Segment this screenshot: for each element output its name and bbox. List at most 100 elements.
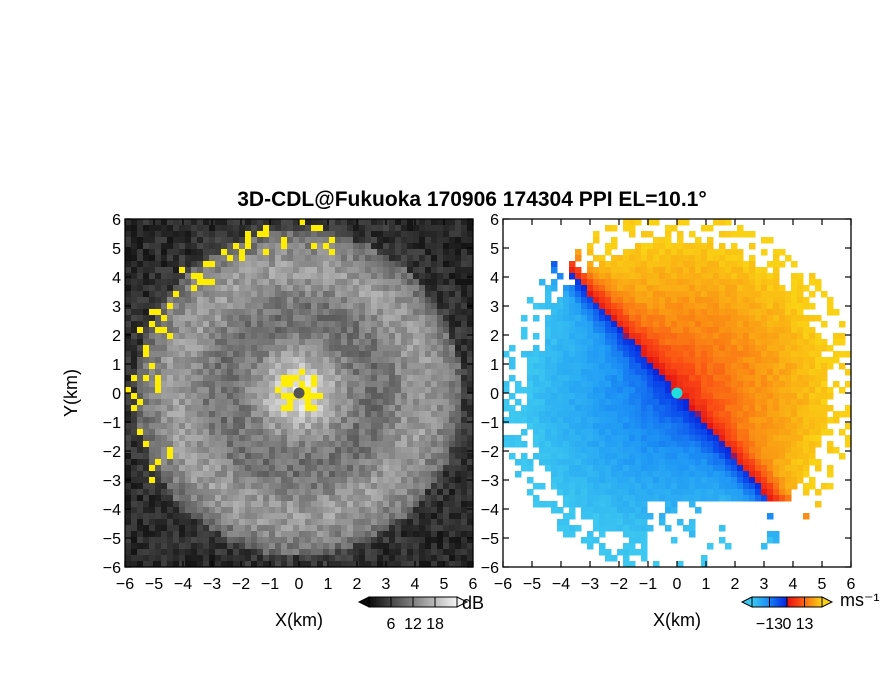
velocity-cell xyxy=(605,381,612,388)
reflectivity-cell xyxy=(323,483,330,490)
velocity-cell xyxy=(659,249,666,256)
reflectivity-cell xyxy=(179,363,186,370)
reflectivity-cell xyxy=(251,561,258,567)
reflectivity-cell xyxy=(149,513,156,520)
reflectivity-cell xyxy=(179,303,186,310)
velocity-cell xyxy=(659,351,666,358)
velocity-cell xyxy=(635,297,642,304)
reflectivity-cell xyxy=(287,327,294,334)
reflectivity-cell xyxy=(245,525,252,532)
reflectivity-cell xyxy=(191,537,198,544)
reflectivity-cell xyxy=(347,351,354,358)
reflectivity-cell xyxy=(383,435,390,442)
velocity-cell xyxy=(749,369,756,376)
reflectivity-cell xyxy=(341,357,348,364)
reflectivity-cell xyxy=(377,219,384,226)
reflectivity-cell xyxy=(425,267,432,274)
reflectivity-cell xyxy=(281,405,288,412)
x-tick-label: −1 xyxy=(261,576,279,593)
reflectivity-cell xyxy=(185,345,192,352)
reflectivity-cell xyxy=(383,321,390,328)
reflectivity-cell xyxy=(161,477,168,484)
reflectivity-cell xyxy=(173,339,180,346)
reflectivity-cell xyxy=(209,489,216,496)
reflectivity-cell xyxy=(125,423,132,430)
reflectivity-cell xyxy=(185,399,192,406)
reflectivity-cell xyxy=(461,507,468,514)
x-tick-label: −4 xyxy=(174,576,192,593)
velocity-cell xyxy=(755,321,762,328)
reflectivity-cell xyxy=(365,525,372,532)
reflectivity-cell xyxy=(419,399,426,406)
reflectivity-cell xyxy=(155,285,162,292)
velocity-cell xyxy=(701,297,708,304)
reflectivity-cell xyxy=(125,321,132,328)
reflectivity-cell xyxy=(347,315,354,322)
reflectivity-cell xyxy=(137,453,144,460)
velocity-cell xyxy=(629,261,636,268)
colorbar-segment xyxy=(408,597,412,607)
reflectivity-cell xyxy=(155,423,162,430)
reflectivity-cell xyxy=(239,483,246,490)
reflectivity-cell xyxy=(233,333,240,340)
reflectivity-cell xyxy=(131,339,138,346)
reflectivity-cell xyxy=(467,219,473,226)
reflectivity-cell xyxy=(221,273,228,280)
reflectivity-cell xyxy=(191,405,198,412)
velocity-cell xyxy=(797,297,804,304)
reflectivity-cell xyxy=(233,261,240,268)
reflectivity-cell xyxy=(185,561,192,567)
velocity-cell xyxy=(701,351,708,358)
velocity-cell xyxy=(659,339,666,346)
reflectivity-cell xyxy=(335,483,342,490)
velocity-cell xyxy=(737,297,744,304)
reflectivity-cell xyxy=(395,285,402,292)
reflectivity-cell xyxy=(173,429,180,436)
velocity-cell xyxy=(815,381,822,388)
velocity-cell xyxy=(731,363,738,370)
reflectivity-cell xyxy=(467,465,473,472)
reflectivity-cell xyxy=(137,501,144,508)
reflectivity-cell xyxy=(221,339,228,346)
colorbar-segment xyxy=(441,597,445,607)
reflectivity-cell xyxy=(395,531,402,538)
reflectivity-cell xyxy=(281,513,288,520)
reflectivity-cell xyxy=(149,339,156,346)
reflectivity-cell xyxy=(341,531,348,538)
reflectivity-cell xyxy=(149,525,156,532)
reflectivity-cell xyxy=(173,411,180,418)
reflectivity-cell xyxy=(347,471,354,478)
reflectivity-cell xyxy=(245,267,252,274)
reflectivity-cell xyxy=(407,393,414,400)
reflectivity-cell xyxy=(287,423,294,430)
reflectivity-cell xyxy=(209,549,216,556)
velocity-cell xyxy=(701,225,708,232)
reflectivity-cell xyxy=(179,231,186,238)
velocity-cell xyxy=(731,357,738,364)
reflectivity-cell xyxy=(419,489,426,496)
reflectivity-cell xyxy=(155,327,162,334)
reflectivity-cell xyxy=(323,303,330,310)
velocity-cell xyxy=(653,255,660,262)
reflectivity-cell xyxy=(311,237,318,244)
velocity-cell xyxy=(617,405,624,412)
reflectivity-cell xyxy=(431,411,438,418)
reflectivity-cell xyxy=(419,369,426,376)
velocity-cell xyxy=(791,369,798,376)
reflectivity-cell xyxy=(413,309,420,316)
velocity-cell xyxy=(653,357,660,364)
reflectivity-cell xyxy=(317,495,324,502)
reflectivity-cell xyxy=(305,381,312,388)
colorbar-segment xyxy=(404,597,407,607)
velocity-cell xyxy=(719,399,726,406)
velocity-cell xyxy=(665,363,672,370)
reflectivity-cell xyxy=(269,273,276,280)
reflectivity-cell xyxy=(461,357,468,364)
reflectivity-cell xyxy=(431,315,438,322)
reflectivity-cell xyxy=(461,321,468,328)
velocity-cell xyxy=(623,261,630,268)
reflectivity-cell xyxy=(191,441,198,448)
reflectivity-cell xyxy=(449,267,456,274)
velocity-cell xyxy=(695,387,702,394)
reflectivity-cell xyxy=(383,231,390,238)
